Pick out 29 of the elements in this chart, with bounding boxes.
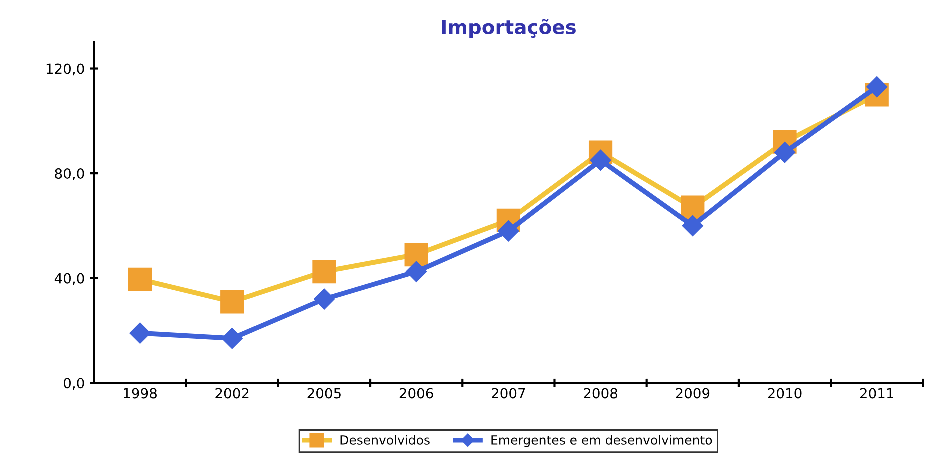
y-tick-label: 0,0 xyxy=(64,378,84,390)
y-tick-label: 80,0 xyxy=(55,168,84,180)
point xyxy=(682,215,704,236)
x-tick-label: 2007 xyxy=(492,388,526,399)
point xyxy=(406,261,428,282)
point xyxy=(130,322,151,344)
point xyxy=(222,328,243,350)
x-tick-label: 2010 xyxy=(768,388,802,399)
legend-label: Emergentes e em desenvolvimento xyxy=(492,435,712,448)
x-tick-label: 2011 xyxy=(860,388,894,399)
point xyxy=(314,288,335,310)
point xyxy=(128,268,152,292)
point xyxy=(498,220,520,242)
x-tick-label: 2008 xyxy=(584,388,618,399)
y-tick-label: 40,0 xyxy=(54,273,84,286)
y-tick-label: 120,0 xyxy=(46,64,84,76)
x-tick-label: 1998 xyxy=(124,388,157,399)
x-tick-label: 2002 xyxy=(216,388,249,399)
point xyxy=(590,150,612,171)
point xyxy=(866,76,888,98)
x-tick-label: 2005 xyxy=(308,388,341,399)
legend-label: Desenvolvidos xyxy=(340,435,430,445)
point xyxy=(220,290,244,314)
x-tick-label: 2006 xyxy=(400,388,434,399)
point xyxy=(404,242,428,267)
point xyxy=(774,142,796,164)
x-tick-label: 2009 xyxy=(676,388,710,399)
chart-title: Importações xyxy=(442,19,576,38)
point xyxy=(312,260,336,284)
